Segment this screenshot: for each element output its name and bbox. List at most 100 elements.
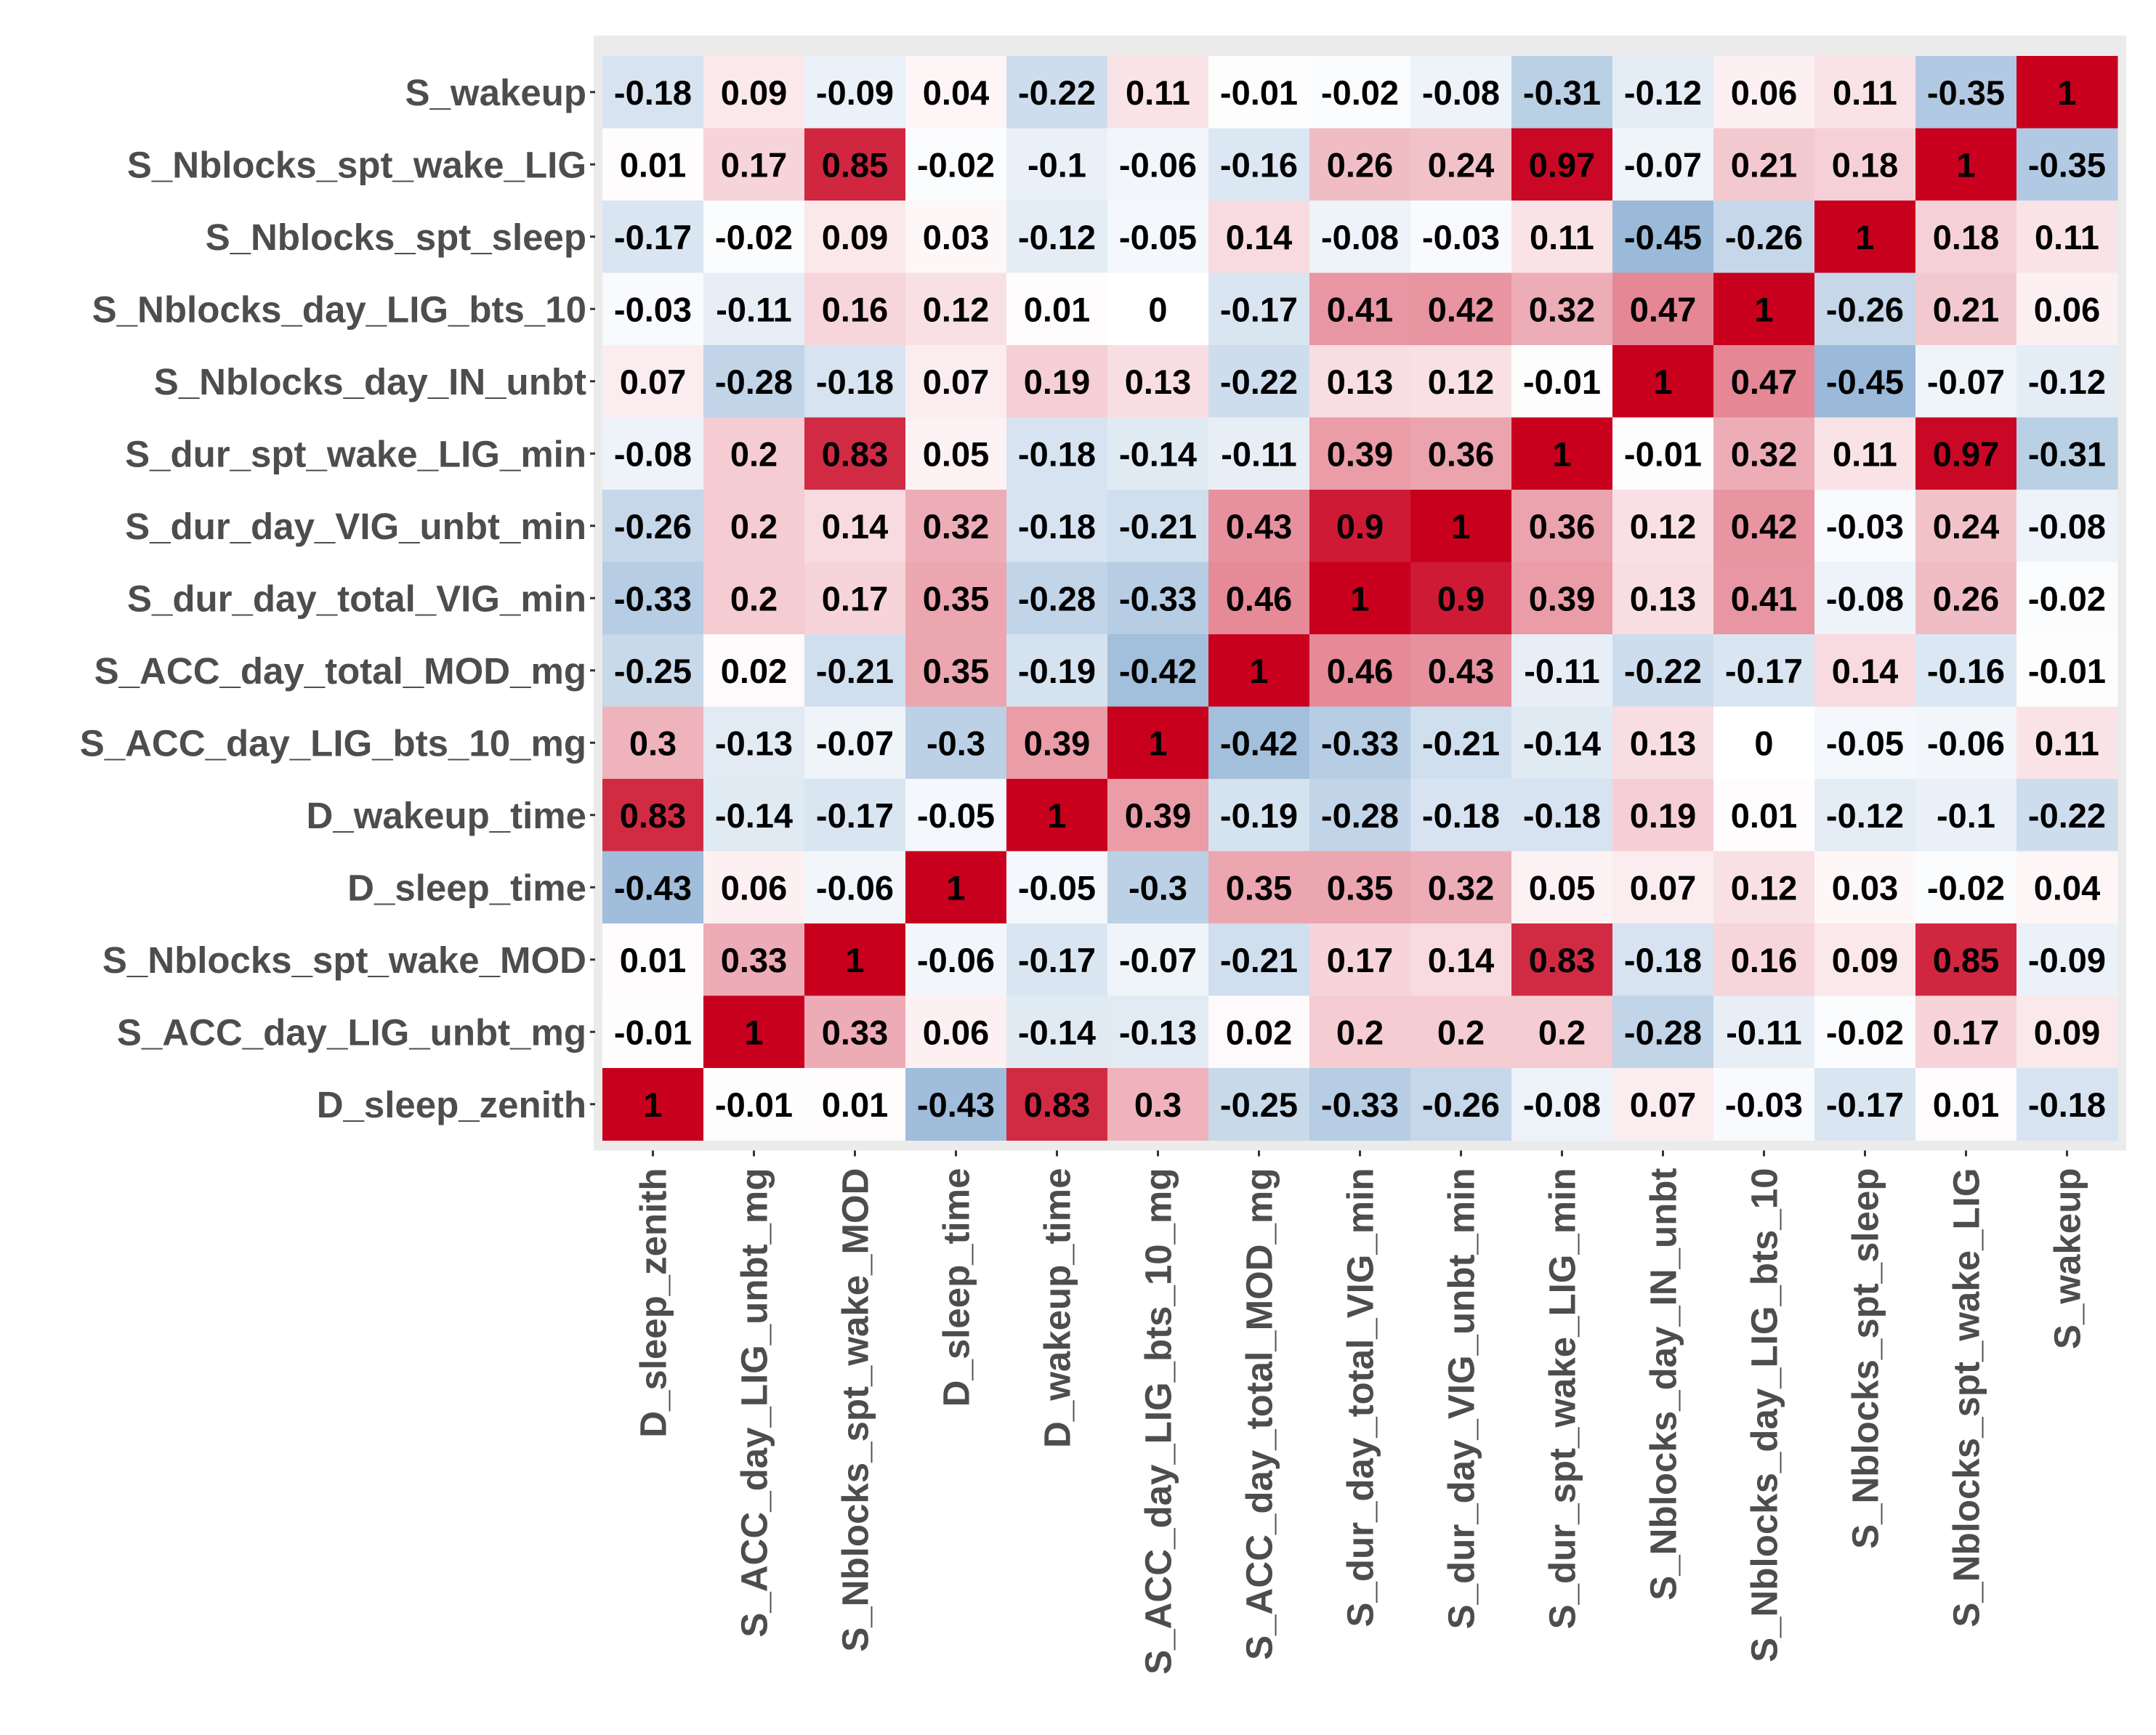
- heatmap-cell-fill: [602, 56, 704, 129]
- heatmap-cell: 0.09: [1814, 923, 1916, 996]
- heatmap-cell-fill: [1713, 634, 1815, 707]
- cell-value-label: -0.18: [1018, 434, 1096, 473]
- heatmap-cell-fill: [905, 417, 1007, 490]
- heatmap-cell: 0.11: [1814, 56, 1916, 129]
- cell-value-label: -0.03: [1422, 218, 1500, 256]
- heatmap-cell-fill: [1713, 1068, 1815, 1141]
- heatmap-cell: -0.02: [1309, 56, 1411, 129]
- heatmap-cell: 0.97: [1915, 417, 2017, 490]
- cell-value-label: 0.97: [1529, 145, 1595, 184]
- heatmap-cell: -0.43: [905, 1068, 1007, 1141]
- heatmap-cell: -0.17: [602, 201, 704, 273]
- heatmap-cell: 0.17: [703, 128, 805, 201]
- heatmap-cell-fill: [1006, 128, 1108, 201]
- cell-value-label: -0.17: [1725, 652, 1803, 690]
- x-label-d-sleep-zenith: D_sleep_zenith: [633, 1168, 674, 1438]
- cell-value-label: -0.08: [1321, 218, 1399, 256]
- cell-value-label: 0.11: [1126, 73, 1190, 112]
- heatmap-cell-fill: [1006, 706, 1108, 780]
- heatmap-cell-fill: [1107, 851, 1209, 924]
- heatmap-cell: -0.06: [1107, 128, 1209, 201]
- heatmap-cell-fill: [1713, 128, 1815, 201]
- heatmap-cell: 0.85: [804, 128, 906, 201]
- heatmap-cell: 0.03: [1814, 851, 1916, 924]
- heatmap-cell-fill: [602, 851, 704, 924]
- heatmap-cell: -0.26: [1410, 1068, 1512, 1141]
- heatmap-cell: -0.07: [1107, 923, 1209, 996]
- cell-value-label: -0.3: [926, 724, 985, 762]
- cell-value-label: -0.22: [1018, 73, 1096, 112]
- cell-value-label: 0.42: [1731, 507, 1797, 546]
- y-label-s-nblocks-spt-sleep: S_Nblocks_spt_sleep: [206, 217, 586, 258]
- x-axis-labels: D_sleep_zenith S_ACC_day_LIG_unbt_mg S_Nbl…: [633, 1150, 2088, 1675]
- heatmap-cell-fill: [1309, 56, 1411, 129]
- cell-value-label: -0.33: [1119, 579, 1197, 618]
- heatmap-cell: 1: [1006, 779, 1108, 852]
- cell-value-label: 1: [643, 1085, 662, 1124]
- heatmap-cell-fill: [1410, 201, 1512, 273]
- cell-value-label: -0.22: [2028, 796, 2106, 835]
- heatmap-cell: 0.07: [905, 345, 1007, 418]
- heatmap-cell: -0.02: [905, 128, 1007, 201]
- heatmap-cell-fill: [1612, 345, 1714, 418]
- cell-value-label: -0.35: [1927, 73, 2005, 112]
- heatmap-cell-fill: [1511, 417, 1613, 490]
- heatmap-cell: -0.18: [1006, 490, 1108, 562]
- heatmap-cell-fill: [1006, 56, 1108, 129]
- heatmap-cell-fill: [1410, 1068, 1512, 1141]
- heatmap-cell: -0.19: [1006, 634, 1108, 707]
- heatmap-cell-fill: [804, 272, 906, 346]
- heatmap-cell-fill: [1208, 779, 1310, 852]
- cell-value-label: 0.12: [1630, 507, 1696, 546]
- heatmap-cell: 1: [804, 923, 906, 996]
- heatmap-cell: -0.17: [1006, 923, 1108, 996]
- cell-value-label: 0.17: [822, 579, 888, 618]
- heatmap-cell-fill: [1713, 490, 1815, 562]
- heatmap-cell: 0.32: [1410, 851, 1512, 924]
- heatmap-cell-fill: [703, 128, 805, 201]
- heatmap-cell: -0.21: [1107, 490, 1209, 562]
- y-axis-labels: S_wakeup S_Nblocks_spt_wake_LIG S_Nblocks_…: [80, 72, 595, 1125]
- heatmap-cell-fill: [1107, 272, 1209, 346]
- heatmap-cell-fill: [2016, 1068, 2118, 1141]
- heatmap-cell: 0.2: [1410, 995, 1512, 1069]
- heatmap-cell: -0.22: [1612, 634, 1714, 707]
- heatmap-cell-fill: [905, 706, 1007, 780]
- heatmap-cell-fill: [1309, 272, 1411, 346]
- cell-value-label: -0.08: [614, 434, 692, 473]
- heatmap-cell: -0.19: [1208, 779, 1310, 852]
- y-label-s-acc-day-lig-unbt-mg: S_ACC_day_LIG_unbt_mg: [117, 1011, 586, 1053]
- cell-value-label: -0.02: [1927, 868, 2005, 907]
- cell-value-label: -0.05: [917, 796, 995, 835]
- heatmap-cell-fill: [1814, 490, 1916, 562]
- cell-value-label: 0.07: [620, 363, 686, 401]
- heatmap-cell: -0.3: [1107, 851, 1209, 924]
- heatmap-cell: 0.12: [1713, 851, 1815, 924]
- x-label-s-dur-day-vig-unbt-min: S_dur_day_VIG_unbt_min: [1441, 1168, 1482, 1630]
- heatmap-cell-fill: [1814, 128, 1916, 201]
- cell-value-label: -0.3: [1129, 868, 1187, 907]
- heatmap-cell: 0.02: [703, 634, 805, 707]
- heatmap-cell: -0.28: [1612, 995, 1714, 1069]
- heatmap-cell: 0.13: [1612, 706, 1714, 780]
- heatmap-cell-fill: [703, 923, 805, 996]
- heatmap-cell: 1: [1107, 706, 1209, 780]
- heatmap-cell-fill: [1006, 345, 1108, 418]
- heatmap-cell-fill: [1006, 272, 1108, 346]
- heatmap-cell: 0.01: [804, 1068, 906, 1141]
- heatmap-cell-fill: [804, 417, 906, 490]
- heatmap-cell: 0.2: [703, 417, 805, 490]
- cell-value-label: -0.1: [1027, 145, 1086, 184]
- cell-value-label: -0.26: [1725, 218, 1803, 256]
- heatmap-cell: 0.9: [1309, 490, 1411, 562]
- heatmap-cell: 0.3: [1107, 1068, 1209, 1141]
- cell-value-label: 1: [1956, 145, 1975, 184]
- heatmap-cell-fill: [905, 128, 1007, 201]
- heatmap-cell: -0.11: [1713, 995, 1815, 1069]
- heatmap-cell-fill: [703, 562, 805, 635]
- heatmap-cell: 1: [1915, 128, 2017, 201]
- heatmap-cell: -0.08: [1410, 56, 1512, 129]
- heatmap-cell-fill: [703, 201, 805, 273]
- heatmap-cell: -0.06: [905, 923, 1007, 996]
- heatmap-cell-fill: [2016, 995, 2118, 1069]
